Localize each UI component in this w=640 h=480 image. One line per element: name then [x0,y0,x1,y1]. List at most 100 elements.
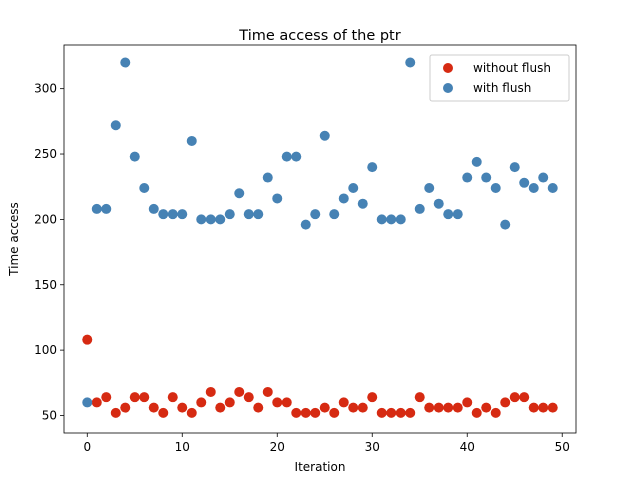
x-axis: 0 10 20 30 40 50 [83,433,570,454]
point-with-flush-18 [253,209,264,220]
point-with-flush-33 [395,214,406,225]
y-tick-label-300: 300 [34,82,57,96]
point-without-flush-38 [443,402,454,413]
point-without-flush-17 [243,392,254,403]
point-without-flush-28 [348,402,359,413]
x-axis-label: Iteration [295,460,346,474]
point-without-flush-5 [129,392,140,403]
point-without-flush-45 [509,392,520,403]
point-with-flush-4 [120,57,131,68]
y-tick-label-100: 100 [34,343,57,357]
point-without-flush-24 [310,407,321,418]
point-without-flush-30 [367,392,378,403]
y-tick-label-150: 150 [34,278,57,292]
point-without-flush-29 [357,402,368,413]
point-without-flush-1 [91,397,102,408]
point-without-flush-14 [215,402,226,413]
point-with-flush-11 [186,135,197,146]
legend-marker-with-flush [443,83,453,93]
point-with-flush-3 [110,120,121,131]
point-with-flush-47 [528,183,539,194]
point-without-flush-21 [281,397,292,408]
point-without-flush-39 [452,402,463,413]
point-with-flush-40 [462,172,473,183]
point-with-flush-17 [243,209,254,220]
point-without-flush-10 [177,402,188,413]
point-without-flush-27 [338,397,349,408]
point-with-flush-36 [424,183,435,194]
x-tick-label-30: 30 [365,440,380,454]
point-without-flush-16 [234,386,245,397]
point-without-flush-0 [82,334,93,345]
y-tick-label-200: 200 [34,212,57,226]
point-without-flush-26 [329,407,340,418]
point-without-flush-20 [272,397,283,408]
point-without-flush-35 [414,392,425,403]
y-tick-label-250: 250 [34,147,57,161]
point-without-flush-42 [481,402,492,413]
point-without-flush-43 [490,407,501,418]
point-without-flush-40 [462,397,473,408]
point-with-flush-24 [310,209,321,220]
point-with-flush-29 [357,198,368,209]
point-with-flush-19 [262,172,273,183]
point-with-flush-38 [443,209,454,220]
point-without-flush-48 [538,402,549,413]
point-without-flush-8 [158,407,169,418]
y-tick-label-50: 50 [42,408,57,422]
point-with-flush-34 [405,57,416,68]
point-without-flush-9 [167,392,178,403]
point-with-flush-6 [139,183,150,194]
point-without-flush-13 [205,386,216,397]
point-with-flush-14 [215,214,226,225]
point-with-flush-0 [82,397,93,408]
point-with-flush-7 [148,203,159,214]
point-without-flush-46 [519,392,530,403]
point-with-flush-10 [177,209,188,220]
x-tick-label-50: 50 [555,440,570,454]
point-with-flush-48 [538,172,549,183]
point-without-flush-4 [120,402,131,413]
point-with-flush-35 [414,203,425,214]
point-without-flush-11 [186,407,197,418]
x-tick-label-40: 40 [460,440,475,454]
point-with-flush-20 [272,193,283,204]
point-with-flush-8 [158,209,169,220]
legend-label-with-flush: with flush [473,81,531,95]
chart-title: Time access of the ptr [238,28,400,44]
point-without-flush-25 [319,402,330,413]
point-with-flush-39 [452,209,463,220]
point-with-flush-44 [500,219,511,230]
point-without-flush-47 [528,402,539,413]
point-with-flush-31 [376,214,387,225]
point-without-flush-12 [196,397,207,408]
point-without-flush-34 [405,407,416,418]
point-with-flush-9 [167,209,178,220]
point-with-flush-12 [196,214,207,225]
plot-frame [63,44,577,434]
point-without-flush-2 [101,392,112,403]
point-with-flush-16 [234,188,245,199]
point-with-flush-27 [338,193,349,204]
point-with-flush-2 [101,203,112,214]
point-without-flush-19 [262,386,273,397]
point-without-flush-49 [547,402,558,413]
point-with-flush-42 [481,172,492,183]
legend-marker-without-flush [443,63,453,73]
point-with-flush-46 [519,177,530,188]
point-with-flush-30 [367,162,378,173]
point-with-flush-43 [490,183,501,194]
y-axis: 50 100 150 200 250 300 [34,82,64,422]
point-with-flush-21 [281,151,292,162]
point-with-flush-49 [547,183,558,194]
point-with-flush-22 [291,151,302,162]
point-without-flush-41 [471,407,482,418]
point-with-flush-45 [509,162,520,173]
point-with-flush-5 [129,151,140,162]
points-layer [82,57,558,418]
point-without-flush-3 [110,407,121,418]
point-without-flush-6 [139,392,150,403]
point-without-flush-23 [300,407,311,418]
point-without-flush-37 [433,402,444,413]
